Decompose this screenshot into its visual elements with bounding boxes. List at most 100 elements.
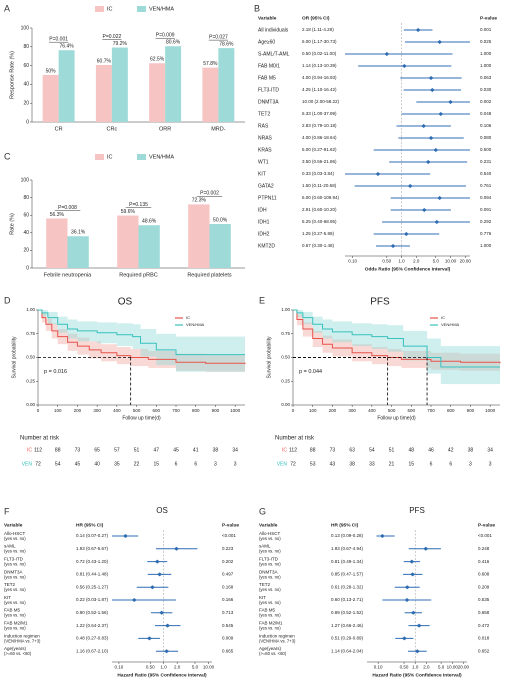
- risk-count: 48: [409, 447, 415, 453]
- estimate-label: 2.18 (1.11-4.28): [302, 27, 334, 32]
- x-tick-label: 700: [427, 408, 435, 413]
- estimate-label: 0.13 (0.09-0.28): [331, 533, 364, 538]
- row-sublabel: (yes vs. no): [259, 600, 281, 605]
- row-label: FAB M2/M1: [259, 620, 283, 625]
- row-label: KIT: [258, 171, 266, 177]
- panel-label: E: [259, 295, 265, 305]
- row-label: KRAS: [258, 147, 272, 153]
- p-value: 0.223: [222, 546, 234, 551]
- bar: [149, 63, 166, 122]
- row-label: FLT3-ITD: [4, 556, 24, 561]
- p-value: 0.776: [480, 231, 492, 236]
- estimate-label: 3.50 (0.56-21.86): [302, 159, 337, 164]
- estimate-label: 2.83 (0.79-10.18): [302, 123, 337, 128]
- estimate-label: 0.67 (0.30-1.48): [302, 243, 335, 248]
- risk-count: 63: [349, 447, 355, 453]
- estimate-label: 0.60 (0.13-2.71): [331, 597, 364, 602]
- risk-count: 51: [389, 447, 395, 453]
- estimate-point: [390, 244, 396, 248]
- risk-count: 42: [448, 447, 454, 453]
- row-label: TET2: [259, 582, 270, 587]
- x-tick-label: 20.00: [458, 665, 470, 670]
- x-tick-label: 1000: [485, 408, 496, 413]
- row-label: NRAS: [258, 135, 273, 141]
- p-value: 0.665: [222, 648, 234, 653]
- row-label: WT1: [258, 159, 269, 165]
- row-sublabel: (yes vs. no): [4, 626, 26, 631]
- estimate-point: [428, 136, 434, 140]
- y-tick-label: 0.75: [281, 331, 290, 336]
- column-header: OR (95% CI): [302, 15, 330, 21]
- x-tick-label: 400: [113, 408, 121, 413]
- estimate-label: 1.25 (0.27-5.88): [302, 231, 335, 236]
- annotation: p = 0.016: [44, 369, 67, 375]
- estimate-label: 5.00 (0.27-91.62): [302, 147, 337, 152]
- estimate-point: [414, 649, 420, 654]
- risk-count: 21: [389, 461, 395, 467]
- x-tick-label: 0.50: [382, 259, 391, 264]
- panel-label: B: [254, 3, 260, 13]
- estimate-label: 0.14 (0.07-0.27): [76, 533, 109, 538]
- x-tick-label: 2.0: [423, 665, 430, 670]
- estimate-point: [379, 534, 385, 538]
- row-sublabel: (yes vs. no): [259, 626, 281, 631]
- y-tick-label: 1.00: [26, 307, 35, 312]
- x-tick-label: 100: [54, 408, 62, 413]
- x-axis-label: Follow up time(d): [377, 415, 416, 421]
- risk-row-label: IC: [282, 447, 287, 453]
- estimate-label: 1.14 (0.13-10.39): [302, 63, 337, 68]
- estimate-label: 0.33 (0.03-3.84): [302, 171, 335, 176]
- risk-count: 3: [234, 461, 237, 467]
- row-sublabel: (yes vs. no): [259, 549, 281, 554]
- risk-count: 88: [55, 447, 61, 453]
- estimate-label: 1.16 (0.67-2.10): [76, 648, 109, 653]
- row-sublabel: (yes vs. no): [4, 600, 26, 605]
- p-value: 0.080: [480, 135, 492, 140]
- estimate-point: [409, 559, 415, 564]
- risk-count: 45: [75, 461, 81, 467]
- y-tick-label: 0.00: [26, 402, 35, 407]
- row-label: Age≥60: [258, 39, 275, 45]
- x-tick-label: 800: [447, 408, 455, 413]
- y-tick-label: 20: [23, 101, 29, 107]
- y-tick-label: 0.00: [281, 402, 290, 407]
- estimate-label: 4.25 (1.10-16.42): [302, 87, 337, 92]
- p-value: 0.001: [480, 27, 492, 32]
- row-sublabel: (yes vs. no): [259, 574, 281, 579]
- estimate-label: 0.81 (0.44-1.48): [76, 572, 109, 577]
- row-label: FLT3-ITD: [259, 556, 279, 561]
- row-label: Allo-HSCT: [4, 531, 26, 536]
- p-value: 0.545: [222, 623, 234, 628]
- p-value: 0.048: [480, 111, 492, 116]
- risk-count: 40: [94, 461, 100, 467]
- row-label: FAB M5: [4, 608, 21, 613]
- y-tick-label: 0.50: [281, 355, 290, 360]
- row-label: sAML: [259, 544, 271, 549]
- p-value: 0.202: [222, 559, 234, 564]
- legend-swatch: [95, 6, 104, 12]
- annotation: p = 0.044: [299, 369, 322, 375]
- p-value: 0.106: [480, 123, 492, 128]
- x-tick-label: MRD-: [211, 126, 226, 132]
- estimate-label: 0.22 (0.03-1.87): [76, 597, 109, 602]
- p-value: 0.025: [480, 39, 492, 44]
- p-value: 1.000: [480, 63, 492, 68]
- estimate-label: 4.00 (0.86-18.64): [302, 135, 337, 140]
- risk-count: 22: [134, 461, 140, 467]
- risk-count: 38: [213, 447, 219, 453]
- row-sublabel: (>=60 vs. <60): [4, 651, 32, 656]
- risk-count: 43: [330, 461, 336, 467]
- row-label: DNMT3A: [4, 569, 23, 574]
- x-tick-label: 200: [74, 408, 82, 413]
- estimate-point: [403, 232, 409, 236]
- estimate-label: 10.00 (2.00-58.22): [302, 99, 340, 104]
- estimate-label: 1.50 (0.11-20.68): [302, 183, 337, 188]
- panel-label: A: [4, 3, 10, 13]
- survival-curve: [293, 309, 500, 368]
- estimate-point: [173, 546, 179, 551]
- risk-count: 38: [349, 461, 355, 467]
- risk-count: 112: [34, 447, 42, 453]
- value-label: 48.6%: [142, 219, 157, 225]
- x-tick-label: 10.00: [203, 665, 215, 670]
